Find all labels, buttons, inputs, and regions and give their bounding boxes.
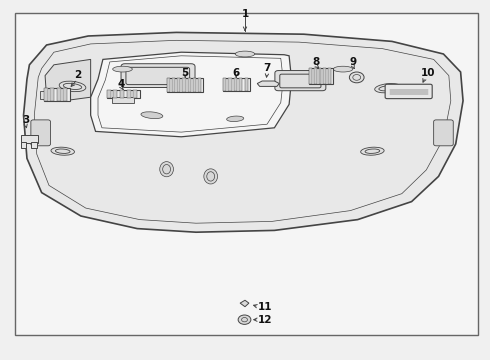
Polygon shape bbox=[257, 81, 279, 86]
Bar bbox=[314, 68, 317, 84]
Polygon shape bbox=[24, 32, 463, 232]
Ellipse shape bbox=[375, 84, 401, 93]
Text: 8: 8 bbox=[313, 57, 319, 67]
Bar bbox=[245, 78, 248, 91]
Ellipse shape bbox=[204, 169, 218, 184]
Bar bbox=[182, 78, 186, 92]
Ellipse shape bbox=[349, 72, 364, 83]
FancyBboxPatch shape bbox=[275, 71, 326, 91]
Text: 12: 12 bbox=[257, 315, 272, 325]
Text: 5: 5 bbox=[182, 68, 189, 78]
Bar bbox=[31, 142, 37, 148]
Ellipse shape bbox=[51, 147, 74, 155]
Text: 1: 1 bbox=[242, 9, 248, 19]
Text: 6: 6 bbox=[233, 68, 240, 78]
Bar bbox=[193, 78, 196, 92]
Bar bbox=[107, 90, 111, 98]
Bar bbox=[21, 142, 26, 148]
Bar bbox=[223, 78, 250, 91]
Bar bbox=[234, 78, 237, 91]
Bar bbox=[44, 88, 70, 101]
Bar bbox=[63, 88, 67, 101]
Bar bbox=[107, 90, 140, 98]
Bar bbox=[50, 88, 54, 101]
Ellipse shape bbox=[160, 162, 173, 177]
Bar bbox=[127, 90, 131, 98]
Text: 2: 2 bbox=[74, 70, 81, 80]
Bar bbox=[112, 97, 134, 103]
Bar bbox=[167, 78, 170, 92]
FancyBboxPatch shape bbox=[31, 120, 50, 146]
Bar bbox=[328, 68, 331, 84]
Ellipse shape bbox=[141, 112, 163, 118]
Text: 4: 4 bbox=[118, 78, 125, 89]
Circle shape bbox=[238, 315, 251, 324]
Text: 10: 10 bbox=[421, 68, 436, 78]
Bar bbox=[323, 68, 326, 84]
Bar bbox=[44, 88, 48, 101]
Bar bbox=[188, 78, 191, 92]
Ellipse shape bbox=[235, 51, 255, 57]
FancyBboxPatch shape bbox=[434, 120, 453, 146]
Bar bbox=[198, 78, 201, 92]
Bar bbox=[239, 78, 243, 91]
Ellipse shape bbox=[333, 66, 353, 72]
Bar bbox=[120, 90, 124, 98]
Text: 11: 11 bbox=[257, 302, 272, 312]
Bar bbox=[318, 68, 321, 84]
Bar bbox=[177, 78, 180, 92]
Ellipse shape bbox=[227, 116, 244, 122]
Ellipse shape bbox=[59, 81, 86, 92]
Bar bbox=[133, 90, 138, 98]
Bar bbox=[167, 78, 203, 92]
Polygon shape bbox=[91, 52, 292, 137]
Bar bbox=[15, 13, 478, 335]
Bar bbox=[309, 68, 312, 84]
Text: 7: 7 bbox=[263, 63, 271, 73]
Bar bbox=[228, 78, 232, 91]
Text: 3: 3 bbox=[22, 114, 29, 125]
FancyBboxPatch shape bbox=[385, 84, 432, 99]
Polygon shape bbox=[240, 300, 249, 307]
Bar bbox=[114, 90, 118, 98]
Bar bbox=[21, 135, 38, 143]
FancyBboxPatch shape bbox=[121, 64, 195, 87]
Bar bbox=[223, 78, 226, 91]
Bar bbox=[57, 88, 61, 101]
Ellipse shape bbox=[113, 66, 132, 72]
Polygon shape bbox=[45, 59, 91, 101]
Bar bbox=[172, 78, 175, 92]
Ellipse shape bbox=[361, 147, 384, 155]
Bar bbox=[40, 91, 45, 99]
Bar bbox=[309, 68, 333, 84]
Text: 9: 9 bbox=[349, 57, 356, 67]
